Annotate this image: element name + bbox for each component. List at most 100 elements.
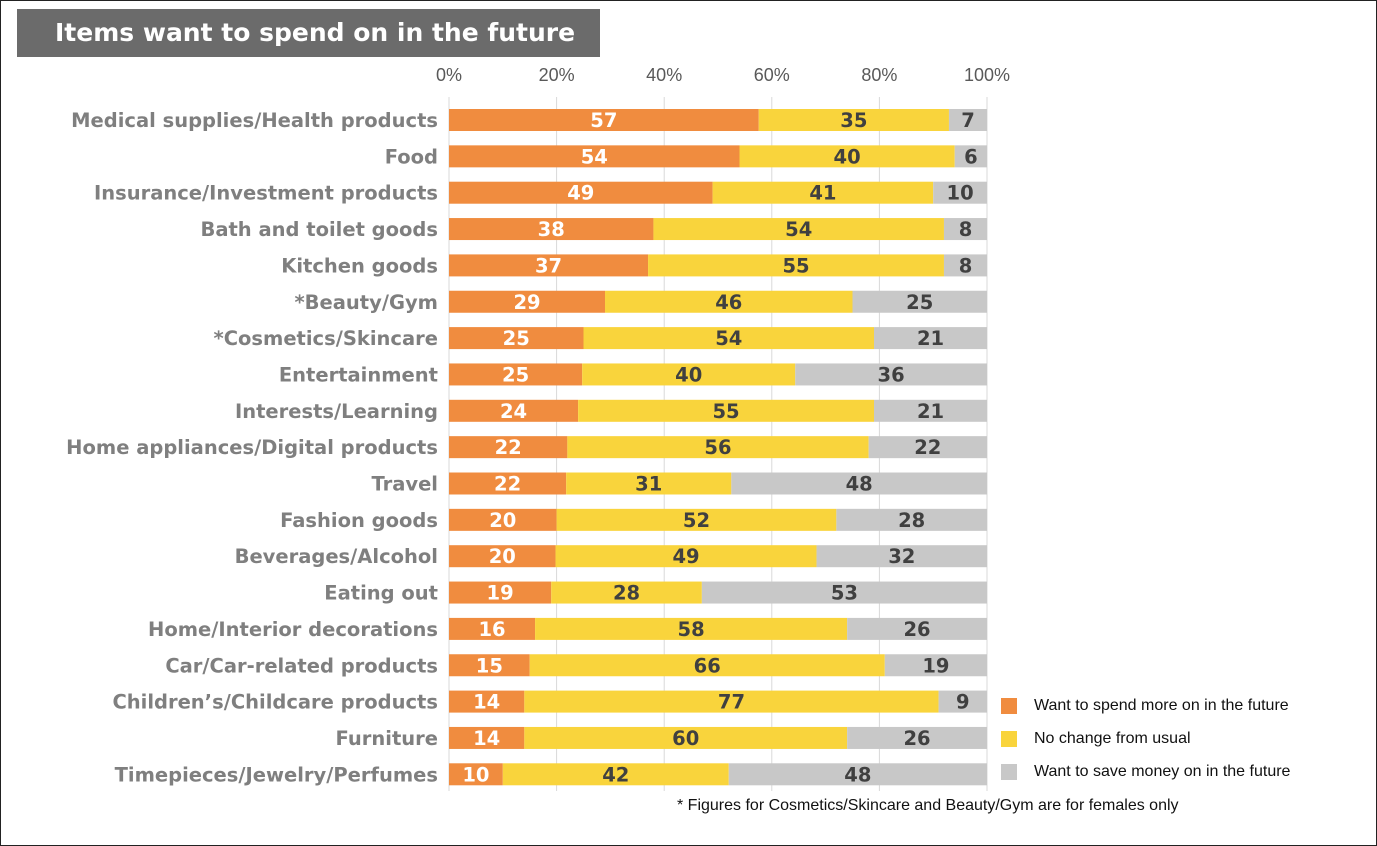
data-label: 41 (809, 182, 836, 205)
x-tick-label: 80% (861, 65, 897, 85)
data-label: 52 (683, 509, 710, 532)
data-label: 19 (487, 582, 514, 605)
data-label: 56 (704, 436, 731, 459)
data-label: 46 (715, 291, 742, 314)
bar-segment (578, 399, 875, 422)
bar-segment (836, 508, 987, 531)
x-tick-label: 40% (646, 65, 682, 85)
bar-segment (648, 254, 944, 277)
bar-segment (449, 218, 654, 241)
bar-segment (449, 617, 536, 640)
category-label: Car/Car-related products (165, 654, 438, 677)
data-label: 22 (914, 436, 941, 459)
data-label: 42 (602, 763, 629, 786)
bar-segment (449, 726, 525, 749)
bar-segment (943, 254, 987, 277)
bar-segment (874, 327, 987, 350)
bar-segment (555, 545, 817, 568)
data-label: 26 (903, 727, 930, 750)
bar-segment (567, 436, 869, 459)
category-label: Fashion goods (280, 509, 438, 532)
bar-segment (884, 654, 987, 677)
bar-segment (449, 399, 579, 422)
data-label: 28 (613, 582, 640, 605)
data-label: 14 (473, 727, 500, 750)
data-label: 7 (961, 109, 975, 132)
category-label: Beverages/Alcohol (235, 545, 438, 568)
bar-segment (874, 399, 987, 422)
bar-segment (583, 327, 875, 350)
data-label: 10 (462, 763, 489, 786)
bar-segment (449, 436, 568, 459)
bar-segment (566, 472, 732, 495)
bar-segment (449, 327, 584, 350)
data-label: 60 (672, 727, 699, 750)
data-label: 20 (489, 509, 516, 532)
bar-segment (502, 763, 729, 786)
bar-segment (449, 145, 740, 168)
bar-segment (449, 109, 759, 131)
data-label: 25 (502, 363, 529, 386)
footnote: * Figures for Cosmetics/Skincare and Bea… (677, 797, 1179, 814)
bar-segment (449, 581, 552, 604)
bar-segment (943, 218, 987, 241)
data-label: 77 (718, 691, 745, 714)
bar-segment (449, 472, 567, 495)
bar-segment (712, 181, 934, 204)
category-label: Interests/Learning (235, 400, 438, 423)
bar-segment (954, 145, 987, 168)
category-label: Home/Interior decorations (148, 618, 438, 641)
category-label: Bath and toilet goods (200, 218, 438, 241)
data-label: 38 (538, 218, 565, 241)
data-label: 53 (831, 582, 858, 605)
data-label: 48 (846, 473, 873, 496)
bar-segment (933, 181, 987, 204)
data-label: 21 (917, 400, 944, 423)
bar-segment (449, 363, 583, 386)
bar-segment (653, 218, 944, 241)
bar-segment (728, 763, 987, 786)
bar-segment (847, 726, 987, 749)
bar-segment (524, 726, 848, 749)
data-label: 19 (922, 654, 949, 677)
bar-segment (795, 363, 987, 386)
data-label: 26 (903, 618, 930, 641)
data-label: 36 (878, 363, 905, 386)
data-label: 48 (844, 763, 871, 786)
data-label: 40 (834, 145, 861, 168)
data-label: 20 (489, 545, 516, 568)
data-label: 49 (567, 182, 594, 205)
bar-segment (449, 254, 649, 277)
bar-segment (551, 581, 702, 604)
data-label: 54 (581, 145, 608, 168)
data-label: 8 (959, 218, 973, 241)
category-label: Insurance/Investment products (94, 182, 438, 205)
bar-segment (852, 290, 987, 313)
data-label: 14 (473, 691, 500, 714)
category-label: Home appliances/Digital products (66, 436, 438, 459)
bar-segment (847, 617, 987, 640)
legend-swatch (1001, 764, 1017, 780)
category-label: Travel (371, 473, 438, 496)
x-tick-label: 0% (436, 65, 462, 85)
category-label: Entertainment (279, 363, 438, 386)
bar-segment (449, 763, 503, 786)
bar-segment (758, 109, 949, 131)
category-label: Eating out (324, 582, 438, 605)
data-label: 55 (712, 400, 739, 423)
category-label: Furniture (336, 727, 438, 750)
category-label: Timepieces/Jewelry/Perfumes (115, 763, 438, 786)
data-label: 10 (947, 182, 974, 205)
chart-title: Items want to spend on in the future (17, 9, 600, 57)
data-label: 25 (503, 327, 530, 350)
data-label: 32 (888, 545, 915, 568)
category-label: Food (385, 145, 438, 168)
bar-segment (739, 145, 955, 168)
data-label: 22 (495, 436, 522, 459)
legend-label: Want to spend more on in the future (1034, 697, 1289, 714)
bar-segment (524, 690, 939, 713)
bar-segment (938, 690, 987, 713)
legend-label: No change from usual (1034, 730, 1191, 747)
data-label: 22 (494, 473, 521, 496)
